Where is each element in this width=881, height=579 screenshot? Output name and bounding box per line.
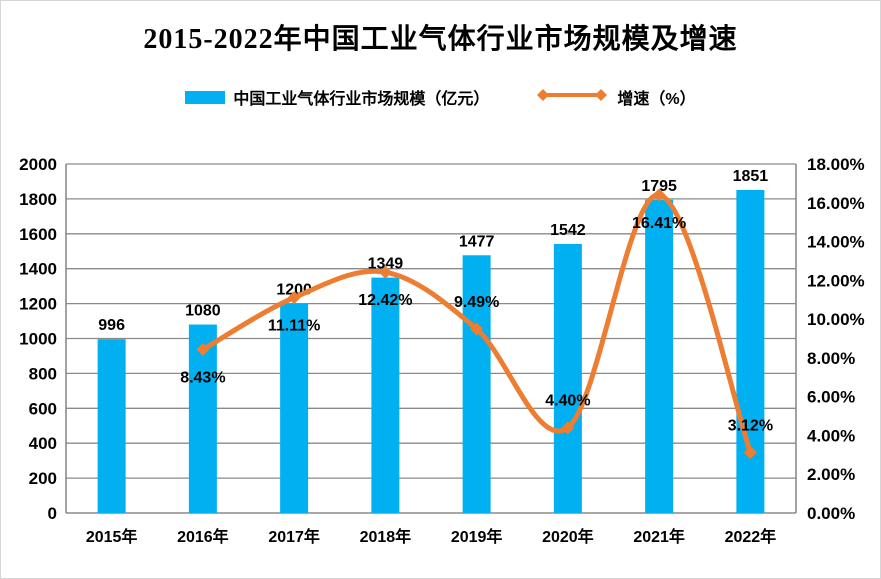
right-axis-tick-label: 14.00% [807, 233, 865, 252]
bar-value-label: 1477 [459, 233, 495, 250]
right-axis-tick-label: 16.00% [807, 194, 865, 213]
legend-item-growth: 增速（%） [535, 85, 696, 109]
right-axis-tick-label: 10.00% [807, 310, 865, 329]
left-axis-tick-label: 1200 [19, 295, 57, 314]
left-axis-tick-label: 2000 [19, 155, 57, 174]
growth-value-label: 16.41% [632, 215, 686, 232]
left-axis-tick-label: 200 [29, 469, 57, 488]
growth-value-label: 12.42% [358, 292, 412, 309]
legend-item-market-size: 中国工业气体行业市场规模（亿元） [185, 85, 489, 109]
bar-market-size [553, 243, 582, 513]
bar-market-size [371, 277, 400, 513]
growth-point-marker [743, 446, 757, 460]
bar-value-label: 1080 [185, 303, 221, 320]
bar-market-size [736, 190, 765, 514]
x-axis-category-label: 2018年 [360, 527, 412, 546]
left-axis-tick-label: 600 [29, 399, 57, 418]
x-axis-category-label: 2021年 [633, 527, 685, 546]
bar-value-label: 1542 [550, 222, 586, 239]
right-axis-tick-label: 6.00% [807, 388, 855, 407]
growth-point-marker [287, 291, 301, 305]
growth-value-label: 4.40% [545, 393, 590, 410]
growth-point-marker [470, 322, 484, 336]
right-axis-tick-label: 12.00% [807, 271, 865, 290]
right-axis-tick-label: 18.00% [807, 155, 865, 174]
bar-series-swatch [185, 90, 226, 104]
growth-line [200, 192, 753, 456]
growth-value-label: 8.43% [180, 370, 225, 387]
x-axis-category-label: 2020年 [542, 527, 594, 546]
growth-value-label: 9.49% [454, 294, 499, 311]
legend: 中国工业气体行业市场规模（亿元） 增速（%） [1, 85, 880, 109]
bar-market-size [462, 255, 491, 514]
x-axis-category-label: 2022年 [725, 527, 777, 546]
left-axis-tick-label: 400 [29, 434, 57, 453]
left-axis-tick-label: 0 [48, 504, 57, 523]
right-axis-tick-label: 8.00% [807, 349, 855, 368]
legend-label-growth: 增速（%） [617, 91, 696, 108]
growth-point-marker [561, 421, 575, 435]
x-axis-category-label: 2015年 [86, 527, 138, 546]
legend-label-market-size: 中国工业气体行业市场规模（亿元） [233, 91, 490, 108]
left-axis-tick-label: 1600 [19, 225, 57, 244]
left-axis-tick-label: 1000 [19, 330, 57, 349]
bar-value-label: 996 [98, 317, 125, 334]
bar-value-label: 1349 [368, 256, 404, 273]
left-axis-tick-label: 800 [29, 364, 57, 383]
left-axis-tick-label: 1400 [19, 260, 57, 279]
bar-value-label: 1795 [641, 178, 677, 195]
x-axis-category-label: 2019年 [451, 527, 503, 546]
right-axis-tick-label: 4.00% [807, 426, 855, 445]
x-axis-category-label: 2017年 [268, 527, 320, 546]
bar-market-size [280, 303, 309, 513]
chart-title: 2015-2022年中国工业气体行业市场规模及增速 [143, 24, 738, 55]
growth-value-label: 3.12% [728, 418, 773, 435]
x-axis-category-label: 2016年 [177, 527, 229, 546]
bar-market-size [97, 339, 126, 513]
right-axis-tick-label: 2.00% [807, 465, 855, 484]
right-axis-tick-label: 0.00% [807, 504, 855, 523]
line-series-swatch [535, 87, 609, 108]
growth-point-marker [378, 265, 392, 279]
line-swatch-graphic [537, 88, 608, 101]
growth-point-marker [196, 343, 210, 357]
growth-value-label: 11.11% [268, 318, 321, 335]
growth-point-marker [652, 188, 666, 202]
left-axis-tick-label: 1800 [19, 190, 57, 209]
bar-market-size [645, 199, 674, 513]
bar-value-label: 1851 [733, 168, 769, 185]
